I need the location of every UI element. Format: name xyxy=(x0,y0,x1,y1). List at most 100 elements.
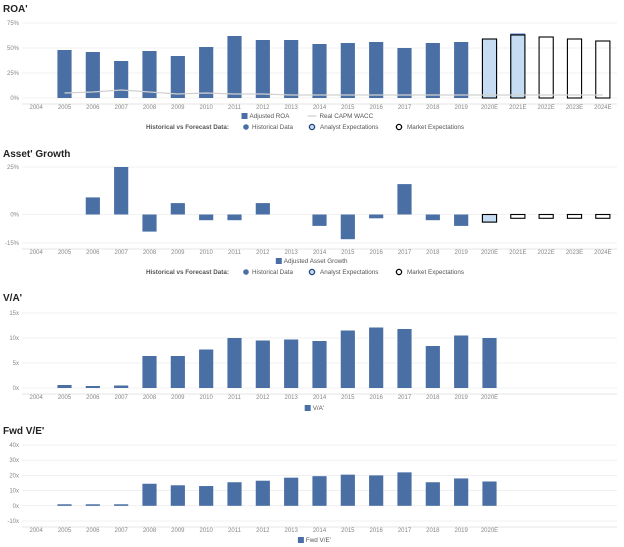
market-expectation-bar xyxy=(538,213,554,219)
data-bar xyxy=(255,40,270,98)
data-bar xyxy=(85,504,100,506)
x-tick-label: 2010 xyxy=(199,105,213,111)
data-bar xyxy=(397,472,412,506)
x-tick-label: 2010 xyxy=(199,528,213,534)
chart-title: ROA' xyxy=(3,4,28,15)
forecast-legend-label: Historical vs Forecast Data: xyxy=(146,124,229,131)
analyst-expectation-bar xyxy=(510,33,526,99)
data-bar xyxy=(199,47,214,98)
x-tick-label: 2020E xyxy=(481,250,498,256)
x-tick-label: 2009 xyxy=(171,395,185,401)
chart-panel-3: V/A' 0x 5x 10x 15x 2004 2005 2006 2007 2008 2009 20… xyxy=(3,293,617,412)
analyst-expectation-bar xyxy=(481,214,498,223)
data-bar xyxy=(170,203,185,215)
data-bar xyxy=(425,346,440,388)
x-tick-label: 2015 xyxy=(341,105,355,111)
data-bar xyxy=(114,385,129,388)
data-bar xyxy=(340,474,355,506)
data-bar xyxy=(85,197,100,215)
x-tick-label: 2013 xyxy=(284,250,298,256)
x-tick-label: 2004 xyxy=(29,528,43,534)
legend-swatch-bar xyxy=(297,537,304,543)
data-bar xyxy=(284,339,299,388)
legend-marker-historical xyxy=(243,124,249,130)
data-bar xyxy=(397,48,412,98)
x-tick-label: 2021E xyxy=(509,250,526,256)
legend-label: Historical Data xyxy=(252,124,293,131)
x-tick-label: 2018 xyxy=(426,528,440,534)
market-expectation-bar xyxy=(595,213,611,219)
x-tick-label: 2014 xyxy=(313,395,327,401)
data-bar xyxy=(425,482,440,506)
x-tick-label: 2015 xyxy=(341,528,355,534)
forecast-legend-label: Historical vs Forecast Data: xyxy=(146,269,229,276)
y-tick-label: 25% xyxy=(7,165,20,171)
y-tick-label: 0x xyxy=(13,504,19,510)
data-bar xyxy=(340,214,355,240)
market-expectation-bar xyxy=(510,213,526,219)
x-tick-label: 2006 xyxy=(86,105,100,111)
y-tick-label: 50% xyxy=(7,46,20,52)
data-bar xyxy=(57,385,72,388)
legend-label: Adjusted Asset Growth xyxy=(284,258,348,265)
data-bar xyxy=(199,349,214,388)
data-bar xyxy=(170,485,185,506)
x-tick-label: 2018 xyxy=(426,250,440,256)
x-tick-label: 2007 xyxy=(114,528,128,534)
x-tick-label: 2020E xyxy=(481,528,498,534)
x-tick-label: 2020E xyxy=(481,395,498,401)
x-tick-label: 2008 xyxy=(143,250,157,256)
x-tick-label: 2007 xyxy=(114,395,128,401)
market-expectation-bar xyxy=(566,213,583,219)
chart-panel-1: ROA' 0% 25% 50% 75% 2004 2005 2006 2007 2008 2009 2… xyxy=(3,4,617,131)
x-tick-label: 2013 xyxy=(284,528,298,534)
data-bar xyxy=(142,356,157,388)
data-bar xyxy=(312,476,327,506)
legend-label: Analyst Expectations xyxy=(320,124,378,131)
x-tick-label: 2014 xyxy=(313,250,327,256)
data-bar xyxy=(482,338,497,388)
data-bar xyxy=(312,341,327,388)
x-tick-label: 2005 xyxy=(58,105,72,111)
data-bar xyxy=(114,504,129,506)
data-bar xyxy=(85,52,100,98)
y-tick-label: -15% xyxy=(5,241,20,247)
data-bar xyxy=(85,386,100,388)
data-bar xyxy=(454,335,469,388)
legend-marker-historical xyxy=(243,269,249,275)
x-tick-label: 2005 xyxy=(58,528,72,534)
market-expectation-bar xyxy=(566,38,583,99)
x-tick-label: 2011 xyxy=(228,528,242,534)
legend-swatch-bar xyxy=(241,113,248,119)
x-tick-label: 2009 xyxy=(171,528,185,534)
x-tick-label: 2008 xyxy=(143,395,157,401)
legend-label: Historical Data xyxy=(252,269,293,276)
x-tick-label: 2006 xyxy=(86,528,100,534)
x-tick-label: 2018 xyxy=(426,105,440,111)
x-tick-label: 2014 xyxy=(313,528,327,534)
legend-label: Analyst Expectations xyxy=(320,269,378,276)
x-tick-label: 2017 xyxy=(398,528,412,534)
x-tick-label: 2015 xyxy=(341,395,355,401)
x-tick-label: 2019 xyxy=(454,250,468,256)
y-tick-label: 0x xyxy=(13,386,19,392)
data-bar xyxy=(255,480,270,506)
legend-label: Market Expectations xyxy=(407,269,464,276)
data-bar xyxy=(425,214,440,221)
x-tick-label: 2021E xyxy=(509,105,526,111)
data-bar xyxy=(369,327,384,388)
data-bar xyxy=(340,43,355,98)
data-bar xyxy=(170,56,185,98)
x-tick-label: 2012 xyxy=(256,105,270,111)
y-tick-label: 20x xyxy=(9,473,19,479)
data-bar xyxy=(454,478,469,506)
data-bar xyxy=(369,475,384,506)
analyst-expectation-bar xyxy=(481,38,498,99)
data-bar xyxy=(227,214,242,221)
x-tick-label: 2016 xyxy=(369,395,383,401)
legend-label: Real CAPM WACC xyxy=(320,113,374,120)
x-tick-label: 2019 xyxy=(454,105,468,111)
data-bar xyxy=(227,482,242,506)
data-bar xyxy=(199,214,214,221)
